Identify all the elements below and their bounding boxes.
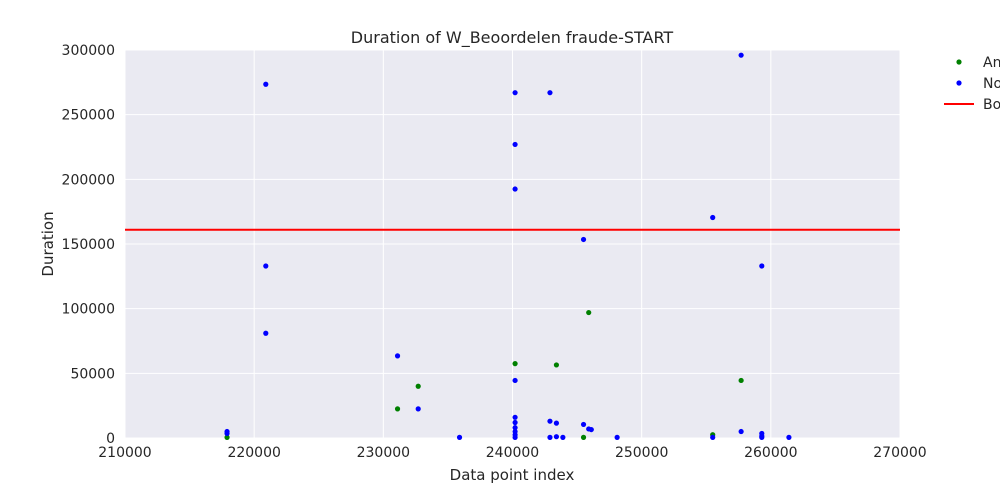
legend-label: An xyxy=(983,55,1000,71)
data-point-an xyxy=(553,362,560,368)
x-axis-label: Data point index xyxy=(450,466,575,484)
legend-label: No xyxy=(983,76,1000,92)
data-point-no xyxy=(759,263,765,269)
data-marks xyxy=(125,52,900,440)
x-tick-labels: 210000 220000 230000 240000 250000 260000 2700… xyxy=(98,445,926,461)
data-point-no xyxy=(263,81,269,87)
data-point-no xyxy=(263,330,269,336)
x-tick-label: 220000 xyxy=(227,445,280,461)
x-tick-label: 260000 xyxy=(744,445,797,461)
data-point-no xyxy=(786,434,792,440)
y-tick-label: 300000 xyxy=(62,43,115,59)
data-point-no xyxy=(512,90,518,96)
data-point-no xyxy=(759,434,765,440)
data-point-no xyxy=(738,52,744,58)
data-point-no xyxy=(560,434,566,440)
y-tick-label: 0 xyxy=(106,431,115,447)
data-point-an xyxy=(580,434,587,440)
data-point-no xyxy=(512,434,518,440)
y-tick-label: 250000 xyxy=(62,108,115,124)
data-point-no xyxy=(710,434,716,440)
y-tick-labels: 0 50000 100000 150000 200000 250000 300000 xyxy=(62,43,115,447)
data-point-no xyxy=(553,434,560,440)
data-point-an xyxy=(224,434,230,440)
x-tick-label: 250000 xyxy=(615,445,668,461)
data-point-an xyxy=(415,383,421,389)
x-tick-label: 240000 xyxy=(486,445,539,461)
data-point-no xyxy=(710,214,716,221)
legend: An No Bo xyxy=(944,55,1000,113)
data-point-no xyxy=(512,141,518,148)
data-point-an xyxy=(394,406,401,412)
x-tick-label: 230000 xyxy=(357,445,410,461)
x-tick-label: 210000 xyxy=(98,445,151,461)
data-point-no xyxy=(415,406,421,412)
data-point-no xyxy=(512,377,518,384)
grid-lines xyxy=(124,49,901,439)
y-tick-label: 50000 xyxy=(70,366,115,382)
legend-marker xyxy=(956,59,962,65)
data-point-no xyxy=(588,426,594,433)
data-point-no xyxy=(547,90,553,96)
legend-label: Bo xyxy=(983,97,1000,113)
data-point-an xyxy=(512,361,518,367)
data-point-no xyxy=(263,263,269,269)
data-point-no xyxy=(512,419,518,426)
data-point-no xyxy=(394,353,401,359)
data-point-no xyxy=(512,425,518,431)
data-point-no xyxy=(512,186,518,192)
data-point-no xyxy=(456,434,463,440)
data-point-an xyxy=(586,309,592,316)
y-tick-label: 200000 xyxy=(62,172,115,188)
data-point-no xyxy=(224,428,230,435)
data-point-no xyxy=(580,421,587,428)
chart-title: Duration of W_Beoordelen fraude-START xyxy=(351,28,674,48)
data-point-no xyxy=(580,236,587,243)
y-tick-label: 150000 xyxy=(62,237,115,253)
data-point-no xyxy=(547,434,553,440)
y-tick-label: 100000 xyxy=(62,302,115,318)
data-point-no xyxy=(547,418,553,424)
x-tick-label: 270000 xyxy=(873,445,926,461)
legend-marker xyxy=(956,80,962,86)
data-point-an xyxy=(738,377,744,384)
data-point-no xyxy=(512,414,518,420)
data-point-no xyxy=(614,434,620,440)
y-axis-label: Duration xyxy=(39,211,57,276)
data-point-no xyxy=(738,428,744,435)
data-point-no xyxy=(553,420,560,426)
